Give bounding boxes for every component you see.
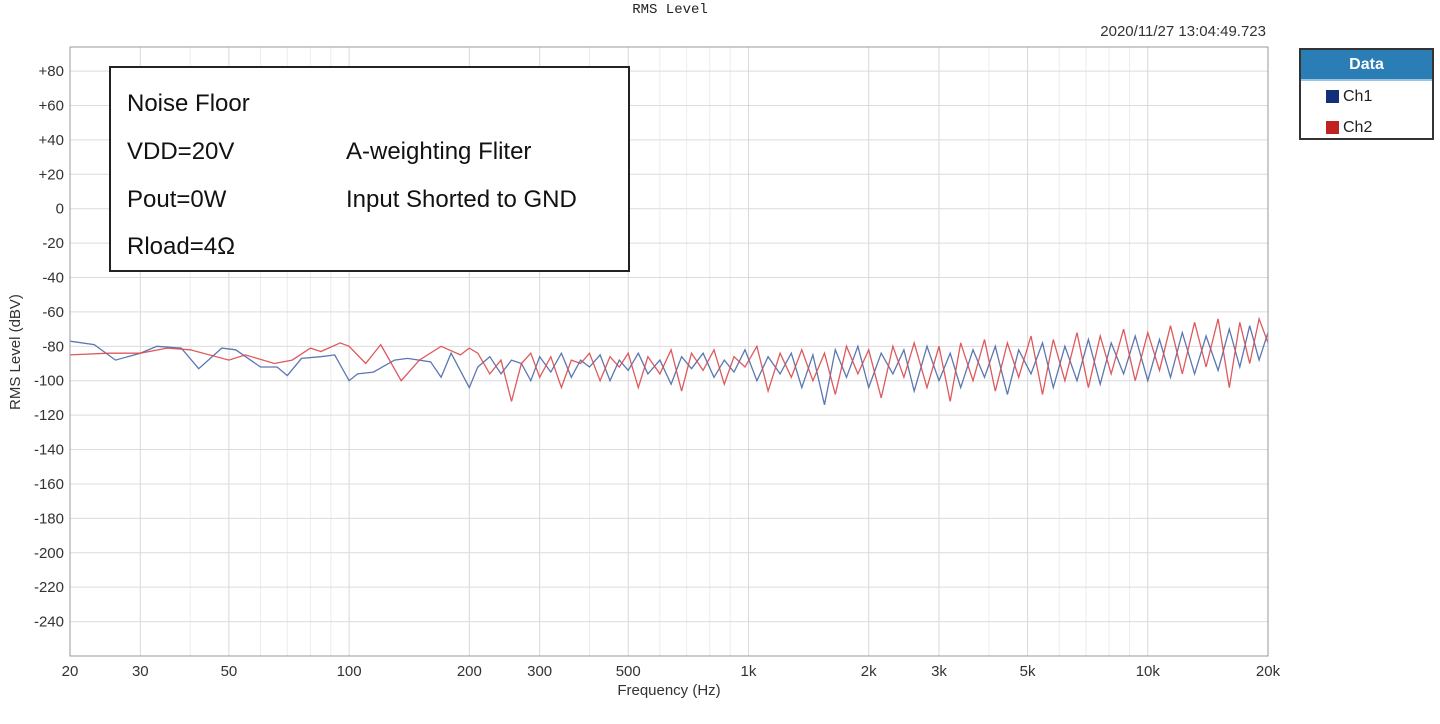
x-tick-label: 30 xyxy=(132,663,149,680)
y-tick-label: -200 xyxy=(34,545,64,562)
annotation-input: Input Shorted to GND xyxy=(346,186,577,213)
x-tick-label: 3k xyxy=(931,663,947,680)
x-axis-label: Frequency (Hz) xyxy=(617,682,720,699)
y-tick-label: 0 xyxy=(56,201,64,218)
y-tick-label: +60 xyxy=(39,97,64,114)
y-tick-label: -80 xyxy=(42,338,64,355)
plot-frame xyxy=(69,46,1269,657)
legend-item-ch1[interactable]: Ch1 xyxy=(1301,81,1432,112)
tick-labels: 20 30 50 100 200 300 500 1k 2k 3k 5k 10k 20k +80 +60 +4… xyxy=(34,63,1281,680)
x-tick-label: 1k xyxy=(741,663,757,680)
x-tick-label: 500 xyxy=(616,663,641,680)
chart-title: RMS Level xyxy=(632,2,708,18)
y-tick-label: -120 xyxy=(34,407,64,424)
legend-title: Data xyxy=(1301,50,1432,81)
x-tick-label: 2k xyxy=(861,663,877,680)
legend-label-ch1: Ch1 xyxy=(1343,87,1373,105)
y-tick-label: -40 xyxy=(42,270,64,287)
series-line-ch1 xyxy=(69,325,1269,405)
x-tick-label: 50 xyxy=(221,663,238,680)
annotation-pout: Pout=0W xyxy=(127,186,227,213)
annotation-title: Noise Floor xyxy=(127,90,250,117)
annotation-filter: A-weighting Fliter xyxy=(346,138,532,165)
series-lines xyxy=(69,316,1269,405)
y-tick-label: -100 xyxy=(34,373,64,390)
x-tick-label: 5k xyxy=(1020,663,1036,680)
series-line-ch2 xyxy=(69,316,1269,402)
x-tick-label: 200 xyxy=(457,663,482,680)
y-tick-label: -180 xyxy=(34,510,64,527)
legend-item-ch2[interactable]: Ch2 xyxy=(1301,112,1432,143)
y-tick-label: -140 xyxy=(34,442,64,459)
annotation-box: Noise Floor VDD=20V A-weighting Fliter P… xyxy=(109,66,630,272)
legend-label-ch2: Ch2 xyxy=(1343,118,1373,136)
y-tick-label: -240 xyxy=(34,614,64,631)
annotation-rload: Rload=4Ω xyxy=(127,233,236,260)
y-axis-label: RMS Level (dBV) xyxy=(7,294,24,410)
legend: Data Ch1 Ch2 xyxy=(1299,48,1434,140)
x-tick-label: 10k xyxy=(1136,663,1161,680)
y-tick-label: -160 xyxy=(34,476,64,493)
x-tick-label: 100 xyxy=(337,663,362,680)
y-tick-label: +20 xyxy=(39,166,64,183)
legend-swatch-ch1 xyxy=(1326,90,1339,103)
annotation-vdd: VDD=20V xyxy=(127,138,235,165)
y-tick-label: -60 xyxy=(42,304,64,321)
y-tick-label: +40 xyxy=(39,132,64,149)
x-tick-label: 20 xyxy=(62,663,79,680)
timestamp: 2020/11/27 13:04:49.723 xyxy=(1100,23,1266,40)
y-tick-label: -20 xyxy=(42,235,64,252)
y-tick-label: -220 xyxy=(34,579,64,596)
x-tick-label: 20k xyxy=(1256,663,1281,680)
legend-swatch-ch2 xyxy=(1326,121,1339,134)
y-tick-label: +80 xyxy=(39,63,64,80)
x-tick-label: 300 xyxy=(527,663,552,680)
